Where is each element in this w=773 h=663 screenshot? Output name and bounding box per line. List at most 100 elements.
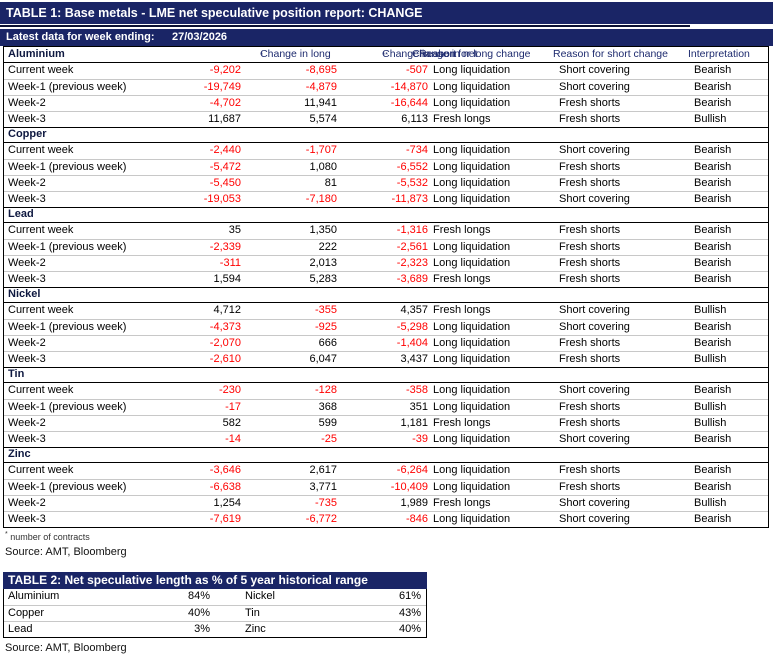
change-in-short-value: -355 (314, 304, 337, 316)
change-in-short-value: -4,879 (305, 81, 337, 93)
table-row: Current week 4,712 -355 4,357 Fresh long… (4, 303, 768, 319)
reason-long-value: Fresh longs (433, 224, 491, 236)
footnote-marker: ** (382, 50, 388, 59)
change-in-short-value: 666 (318, 337, 337, 349)
change-in-long-value: -4,373 (209, 321, 241, 333)
row-label: Week-2 (8, 177, 46, 189)
interpretation-value: Bearish (694, 161, 732, 173)
week-ending-label: Latest data for week ending: (6, 31, 155, 43)
interpretation-value: Bearish (694, 224, 732, 236)
table-row: Current week -9,202 -8,695 -507 Long liq… (4, 63, 768, 79)
metal-name: Zinc (245, 623, 266, 635)
change-in-short-value: 81 (324, 177, 337, 189)
reason-short-value: Short covering (559, 321, 630, 333)
table1-source: Source: AMT, Bloomberg (5, 546, 127, 558)
table-row: Current week -2,440 -1,707 -734 Long liq… (4, 143, 768, 159)
metal-name: Copper (8, 607, 45, 619)
table2-title: TABLE 2: Net speculative length as % of … (8, 573, 368, 587)
reason-long-value: Long liquidation (433, 353, 511, 365)
table1-title: TABLE 1: Base metals - LME net speculati… (6, 6, 423, 20)
table2-source: Source: AMT, Bloomberg (5, 642, 127, 654)
table-row: Week-3 -14 -25 -39 Long liquidation Shor… (4, 431, 768, 447)
change-in-net-value: -1,316 (396, 224, 428, 236)
reason-long-value: Long liquidation (433, 81, 511, 93)
interpretation-value: Bearish (694, 384, 732, 396)
row-label: Week-3 (8, 353, 46, 365)
row-label: Week-2 (8, 257, 46, 269)
interpretation-value: Bearish (694, 481, 732, 493)
reason-short-value: Fresh shorts (559, 353, 621, 365)
change-in-short-value: 1,350 (309, 224, 337, 236)
row-label: Week-2 (8, 417, 46, 429)
column-header-interpretation: Interpretation (688, 48, 750, 60)
change-in-long-value: -19,053 (203, 193, 241, 205)
row-label: Week-2 (8, 497, 46, 509)
change-in-short-value: 6,047 (309, 353, 337, 365)
change-in-net-value: -6,552 (396, 161, 428, 173)
change-in-long-value: 11,687 (208, 113, 241, 125)
section-metal-name: Tin (8, 368, 25, 380)
section-metal-name: Nickel (8, 288, 41, 300)
reason-long-value: Long liquidation (433, 161, 511, 173)
table2-grid: Aluminium 84% Nickel 61% Copper 40% Tin … (3, 589, 427, 638)
change-in-net-value: -14,870 (390, 81, 428, 93)
change-in-long-value: 1,254 (213, 497, 241, 509)
interpretation-value: Bearish (694, 337, 732, 349)
change-in-long-value: -5,450 (209, 177, 241, 189)
week-ending-date: 27/03/2026 (172, 31, 228, 43)
reason-long-value: Long liquidation (433, 64, 511, 76)
row-label: Week-1 (previous week) (8, 241, 127, 253)
table-row: Week-2 1,254 -735 1,989 Fresh longs Shor… (4, 495, 768, 511)
reason-short-value: Short covering (559, 497, 630, 509)
table-row: Week-1 (previous week) -4,373 -925 -5,29… (4, 319, 768, 335)
reason-short-value: Short covering (559, 64, 630, 76)
change-in-short-value: -25 (321, 433, 337, 445)
interpretation-value: Bearish (694, 97, 732, 109)
table-row: Week-3 -2,610 6,047 3,437 Long liquidati… (4, 351, 768, 367)
change-in-net-value: -2,323 (396, 257, 428, 269)
row-label: Week-1 (previous week) (8, 481, 127, 493)
table1-header-row: Aluminium Change in long * Change in sho… (4, 47, 768, 63)
table-row: Week-2 -311 2,013 -2,323 Long liquidatio… (4, 255, 768, 271)
column-header-change-in-long: Change in long * (260, 48, 331, 60)
week-ending-bar: Latest data for week ending: 27/03/2026 (0, 29, 773, 46)
reason-long-value: Fresh longs (433, 417, 491, 429)
table-row: Week-1 (previous week) -17 368 351 Long … (4, 399, 768, 415)
section-header-row: Lead (4, 207, 768, 223)
row-label: Week-2 (8, 337, 46, 349)
table-row: Week-3 -19,053 -7,180 -11,873 Long liqui… (4, 191, 768, 207)
change-in-net-value: -5,298 (396, 321, 428, 333)
change-in-net-value: -39 (412, 433, 428, 445)
change-in-short-value: -7,180 (305, 193, 337, 205)
table1-title-bar: TABLE 1: Base metals - LME net speculati… (0, 2, 773, 24)
table-row: Copper 40% Tin 43% (4, 605, 426, 621)
change-in-short-value: -925 (314, 321, 337, 333)
reason-short-value: Short covering (559, 81, 630, 93)
reason-short-value: Fresh shorts (559, 337, 621, 349)
row-label: Week-1 (previous week) (8, 321, 127, 333)
section-metal-name: Aluminium (8, 48, 65, 60)
reason-short-value: Fresh shorts (559, 113, 621, 125)
interpretation-value: Bearish (694, 64, 732, 76)
reason-short-value: Fresh shorts (559, 224, 621, 236)
interpretation-value: Bearish (694, 273, 732, 285)
change-in-short-value: 2,013 (309, 257, 337, 269)
interpretation-value: Bearish (694, 513, 732, 525)
section-metal-name: Copper (8, 128, 47, 140)
change-in-long-value: -311 (219, 257, 241, 269)
reason-long-value: Long liquidation (433, 177, 511, 189)
interpretation-value: Bearish (694, 81, 732, 93)
change-in-long-value: -4,702 (209, 97, 241, 109)
table-row: Week-3 11,687 5,574 6,113 Fresh longs Fr… (4, 111, 768, 127)
change-in-net-value: -10,409 (390, 481, 428, 493)
change-in-short-value: 222 (318, 241, 337, 253)
footnote-marker: * (260, 50, 263, 59)
reason-short-value: Fresh shorts (559, 401, 621, 413)
change-in-short-value: 1,080 (309, 161, 337, 173)
reason-long-value: Long liquidation (433, 321, 511, 333)
column-header-reason-short: Reason for short change (553, 48, 668, 60)
row-label: Week-2 (8, 97, 46, 109)
section-header-row: Copper (4, 127, 768, 143)
reason-short-value: Short covering (559, 384, 630, 396)
reason-long-value: Fresh longs (433, 273, 491, 285)
